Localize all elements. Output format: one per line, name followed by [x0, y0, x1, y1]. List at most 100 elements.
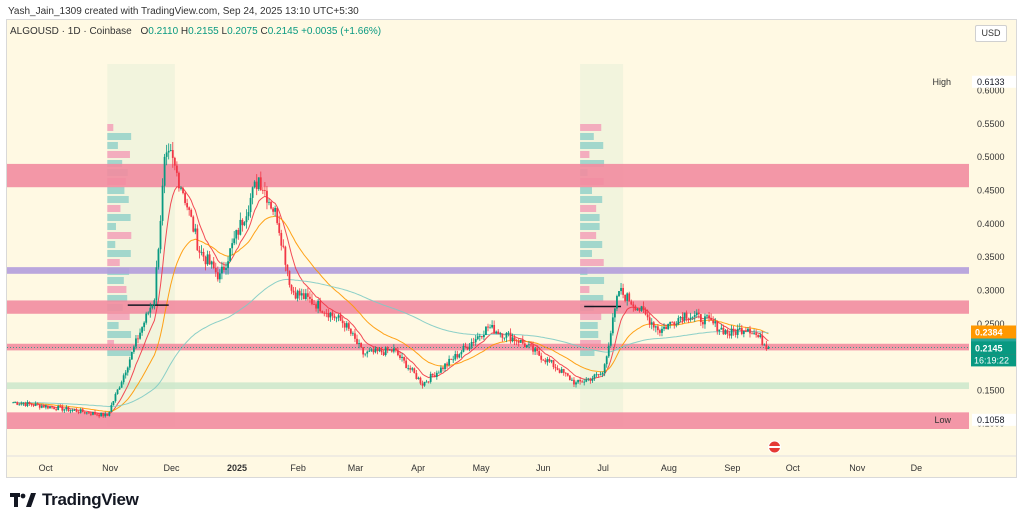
candle-body [349, 328, 352, 334]
candle-body [710, 318, 713, 321]
candle-body [599, 374, 602, 376]
candle-body [601, 372, 604, 375]
candle-body [757, 334, 760, 337]
candle-body [626, 293, 629, 301]
candle-body [622, 287, 624, 295]
x-tick-label: Nov [102, 463, 119, 473]
candle-body [747, 328, 749, 332]
low-label: L [221, 26, 228, 37]
zone-band-1 [7, 300, 969, 314]
candle-body [196, 228, 199, 251]
candle-body [503, 337, 506, 339]
volume-bar [107, 241, 116, 248]
indicator-lines-layer [7, 186, 969, 415]
chart-author-caption: Yash_Jain_1309 created with TradingView.… [8, 6, 359, 17]
y-tick-label: 0.3500 [977, 252, 1005, 262]
volume-bar [580, 160, 605, 167]
price-chart[interactable]: Oct Nov Dec 2025 Feb Mar Apr May Jun Jul Aug Sep Oct… [7, 20, 1017, 478]
candle-body [218, 273, 221, 280]
candle-body [255, 181, 258, 190]
candle-body [401, 356, 403, 358]
volume-bar [107, 349, 132, 356]
candle-body [497, 331, 500, 335]
candle-body [583, 381, 586, 383]
candle-body [597, 374, 600, 376]
candle-body [304, 293, 307, 299]
currency-button[interactable]: USD [975, 25, 1007, 42]
candle-body [12, 402, 15, 404]
candle-body [108, 411, 111, 416]
ema-mid-line [13, 215, 769, 413]
candle-body [699, 314, 702, 323]
candle-body [231, 243, 234, 249]
candle-body [370, 349, 373, 351]
candle-body [75, 409, 78, 412]
zone-band-0 [7, 163, 969, 188]
candle-body [749, 328, 751, 334]
candle-body [309, 296, 311, 299]
x-tick-label: May [473, 463, 491, 473]
candle-body [364, 353, 367, 355]
candle-body [489, 327, 491, 329]
candle-body [186, 203, 189, 208]
candle-body [341, 320, 344, 324]
candle-body [564, 372, 567, 374]
tradingview-brand[interactable]: TradingView [10, 490, 139, 510]
candle-body [435, 372, 438, 377]
candle-body [44, 405, 47, 408]
candle-body [423, 381, 426, 386]
candle-body [247, 212, 250, 217]
candle-body [722, 327, 725, 335]
candle-body [69, 410, 72, 412]
tradingview-logo-icon [10, 493, 36, 507]
candle-body [212, 261, 215, 268]
candle-body [73, 409, 76, 411]
volume-bar [580, 286, 590, 293]
volume-bar [580, 295, 604, 302]
candle-body [656, 326, 659, 331]
ema-fast-line [13, 186, 769, 415]
symbol-legend[interactable]: ALGOUSD · 1D · Coinbase O0.2110 H0.2155 … [10, 26, 381, 37]
candle-body [376, 348, 379, 352]
candle-body [581, 381, 584, 383]
candle-body [472, 342, 475, 343]
candle-body [180, 188, 182, 190]
candle-body [233, 238, 236, 244]
candle-body [571, 379, 573, 381]
candle-body [444, 363, 446, 370]
candle-body [573, 379, 575, 385]
candle-body [333, 315, 336, 318]
x-tick-label: Dec [164, 463, 181, 473]
volume-bar [580, 205, 597, 212]
candle-body [595, 374, 598, 376]
candle-body [540, 355, 543, 360]
candle-body [251, 187, 254, 198]
candle-body [61, 406, 64, 411]
candle-body [339, 315, 342, 321]
candle-body [548, 359, 551, 362]
candle-body [734, 331, 737, 335]
candle-body [298, 290, 301, 296]
volume-bar [107, 340, 115, 347]
candle-body [403, 356, 405, 361]
volume-bar [580, 349, 595, 356]
candle-body [32, 404, 35, 406]
candle-body [302, 293, 305, 299]
volume-bar [107, 250, 131, 257]
candle-body [261, 189, 264, 191]
candle-body [141, 327, 143, 333]
chart-frame[interactable]: Oct Nov Dec 2025 Feb Mar Apr May Jun Jul Aug Sep Oct… [6, 19, 1017, 478]
x-tick-label: Mar [348, 463, 364, 473]
candle-body [648, 317, 651, 325]
candle-body [28, 402, 31, 404]
price-tag-bg [971, 325, 1016, 339]
candle-body [118, 387, 121, 390]
high-label: H [180, 26, 189, 37]
volume-bar [580, 241, 603, 248]
candle-body [380, 349, 383, 353]
x-tick-label: Apr [411, 463, 425, 473]
candle-body [90, 413, 92, 415]
candle-body [661, 328, 663, 333]
candle-body [188, 207, 191, 210]
candle-body [429, 373, 432, 382]
